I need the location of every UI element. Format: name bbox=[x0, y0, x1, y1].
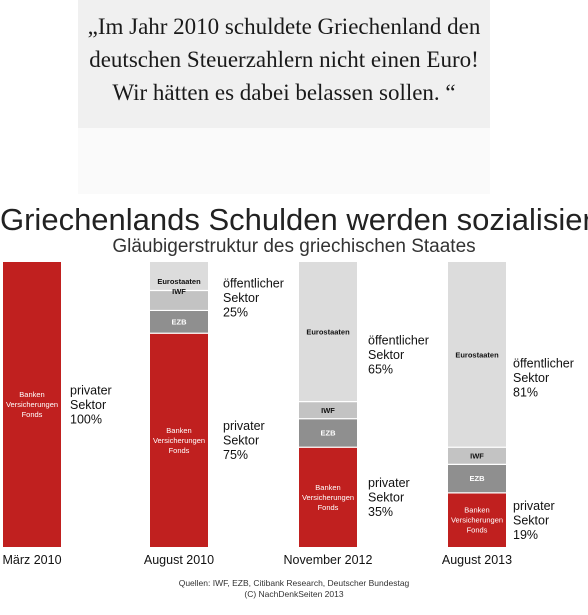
bar-inner-label: Banken bbox=[315, 483, 340, 492]
bar-segment-euro bbox=[448, 262, 506, 448]
bar-segment-ezb bbox=[448, 464, 506, 493]
bar-inner-label: EZB bbox=[321, 429, 337, 438]
bar-segment-private bbox=[3, 262, 61, 547]
quote-text: „Im Jahr 2010 schuldete Griechenland den… bbox=[87, 14, 481, 105]
x-tick-label: November 2012 bbox=[284, 553, 373, 567]
sector-label-public: Sektor bbox=[368, 348, 404, 362]
bar-segment-private bbox=[299, 447, 357, 547]
bar-segment-iwf bbox=[150, 290, 208, 311]
chart-subtitle: Gläubigerstruktur des griechischen Staat… bbox=[112, 236, 476, 257]
bar-inner-label: Versicherungen bbox=[6, 400, 58, 409]
sector-label-private: 75% bbox=[223, 448, 248, 462]
sector-label-private: Sektor bbox=[368, 491, 404, 505]
bar-inner-label: Banken bbox=[464, 506, 489, 515]
bar-inner-label: Banken bbox=[19, 390, 44, 399]
sector-label-private: 35% bbox=[368, 505, 393, 519]
bar-segment-private bbox=[150, 333, 208, 547]
sector-label-private: 100% bbox=[70, 412, 102, 426]
chart-title: Griechenlands Schulden werden sozialisie… bbox=[0, 202, 588, 237]
sector-label-private: Sektor bbox=[513, 513, 549, 527]
bar-segment-ezb bbox=[299, 418, 357, 448]
sector-label-public: Sektor bbox=[223, 291, 259, 305]
bar-segment-iwf bbox=[299, 401, 357, 419]
bar-segment-iwf bbox=[448, 447, 506, 465]
sector-label-public: öffentlicher bbox=[368, 334, 429, 348]
bar-inner-label: Versicherungen bbox=[451, 516, 503, 525]
sector-label-public: 25% bbox=[223, 306, 248, 320]
bar-inner-label: Versicherungen bbox=[302, 493, 354, 502]
sector-label-private: privater bbox=[223, 419, 265, 433]
sector-label-private: privater bbox=[70, 383, 112, 397]
sector-label-public: 81% bbox=[513, 385, 538, 399]
sector-label-private: Sektor bbox=[70, 398, 106, 412]
sector-label-private: privater bbox=[368, 476, 410, 490]
bar-segment-euro bbox=[150, 262, 208, 291]
bar-inner-label: Eurostaaten bbox=[157, 277, 201, 286]
sector-label-public: öffentlicher bbox=[223, 277, 284, 291]
bar-inner-label: IWF bbox=[172, 287, 186, 296]
bar-inner-label: Versicherungen bbox=[153, 436, 205, 445]
bar-inner-label: Banken bbox=[166, 426, 191, 435]
sector-label-public: Sektor bbox=[513, 371, 549, 385]
bar-inner-label: Fonds bbox=[318, 503, 339, 512]
bar-inner-label: Fonds bbox=[22, 410, 43, 419]
sector-label-private: Sektor bbox=[223, 434, 259, 448]
bar-inner-label: IWF bbox=[321, 406, 335, 415]
bar-segment-ezb bbox=[150, 310, 208, 334]
source-note: Quellen: IWF, EZB, Citibank Research, De… bbox=[178, 578, 410, 588]
bar-inner-label: Fonds bbox=[169, 446, 190, 455]
bar-segment-private bbox=[448, 492, 506, 547]
x-tick-label: August 2010 bbox=[144, 553, 214, 567]
bar-inner-label: EZB bbox=[470, 474, 486, 483]
sector-label-public: öffentlicher bbox=[513, 356, 574, 370]
quote-panel-extension bbox=[78, 128, 490, 194]
x-tick-label: August 2013 bbox=[442, 553, 512, 567]
sector-label-private: 19% bbox=[513, 528, 538, 542]
quote-panel bbox=[78, 0, 490, 128]
sector-label-private: privater bbox=[513, 499, 555, 513]
x-tick-label: März 2010 bbox=[2, 553, 61, 567]
copyright-note: (C) NachDenkSeiten 2013 bbox=[244, 589, 344, 599]
bar-inner-label: Eurostaaten bbox=[455, 350, 499, 359]
stacked-bar-chart: BankenVersicherungenFondsprivaterSektor1… bbox=[2, 262, 574, 567]
bar-inner-label: EZB bbox=[172, 317, 188, 326]
sector-label-public: 65% bbox=[368, 363, 393, 377]
bar-inner-label: IWF bbox=[470, 451, 484, 460]
bar-inner-label: Fonds bbox=[467, 526, 488, 535]
bar-inner-label: Eurostaaten bbox=[306, 327, 350, 336]
bar-segment-euro bbox=[299, 262, 357, 402]
